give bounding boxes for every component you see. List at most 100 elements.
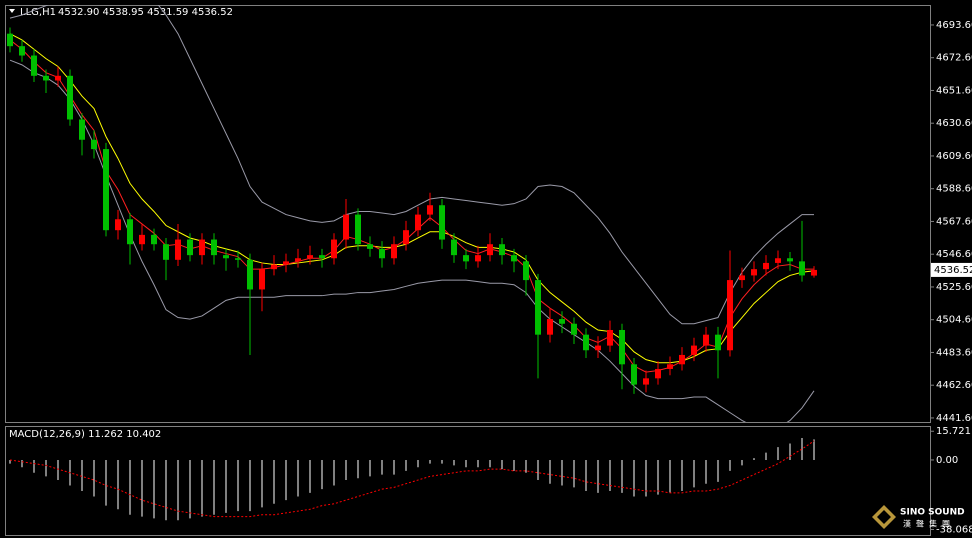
candle-body [115,219,121,231]
candle-body [451,239,457,256]
y-tick-label: 4483.60 [936,347,972,358]
y-tick-label: 4609.60 [936,151,972,162]
candle-body [535,280,541,335]
candle-body [703,334,709,346]
candle-body [595,345,601,351]
y-tick-label: 15.721 [936,426,971,437]
candle-body [331,239,337,259]
candle-body [667,364,673,369]
symbol-title: LLG,H1 [20,7,56,18]
y-tick-label: 4441.60 [936,413,972,424]
candle-body [319,255,325,259]
candle-body [475,255,481,262]
y-tick-label: 4693.60 [936,20,972,31]
candle-body [571,323,577,335]
candle-body [163,244,169,260]
candle-body [439,205,445,240]
candle-body [787,258,793,262]
candle-body [691,345,697,355]
candle-body [511,255,517,262]
candle-body [211,239,217,256]
candle-body [175,239,181,260]
ohlc-label: 4532.90 4538.95 4531.59 4536.52 [58,7,233,18]
candle-body [643,378,649,385]
candle-body [151,234,157,245]
candle-body [127,219,133,245]
candle-body [283,261,289,265]
candle-body [295,258,301,262]
y-tick-label: 4651.60 [936,85,972,96]
candle-body [487,244,493,256]
candle-body [19,46,25,56]
y-tick-label: 4588.60 [936,184,972,195]
y-tick-label: 4546.60 [936,249,972,260]
candle-body [583,334,589,351]
y-tick-label: 4504.60 [936,315,972,326]
candle-body [355,214,361,245]
candle-body [775,258,781,263]
candle-body [139,234,145,245]
brand: SINO SOUND [900,508,965,518]
candle-body [391,244,397,259]
candle-body [271,264,277,270]
candle-body [79,119,85,140]
menu-arrow [9,9,15,13]
candle-body [235,258,241,260]
candle-body [343,214,349,240]
brand-chinese: 漢聲集團 [903,519,955,529]
candle-body [727,280,733,351]
candle-body [55,75,61,81]
indicator-line [9,59,815,422]
candle-body [247,259,253,290]
candle-body [655,368,661,379]
candle-body [547,319,553,335]
candle-body [103,149,109,231]
candle-body [715,334,721,351]
main-plot [7,5,817,422]
indicator-line [9,5,814,325]
candle-body [403,230,409,245]
candle-body [751,269,757,276]
candle-body [607,329,613,346]
candle-body [463,255,469,262]
candle-body [799,261,805,276]
candle-body [223,255,229,259]
y-tick-label: 4525.60 [936,282,972,293]
y-tick-label: 4567.60 [936,216,972,227]
y-tick-label: 4672.60 [936,53,972,64]
candle-body [67,75,73,120]
candle-body [427,205,433,215]
macd-plot [9,438,815,521]
candle-body [187,239,193,256]
watermark: SINO SOUND 漢聲集團 [872,505,965,529]
candle-body [7,33,13,47]
candle-body [367,244,373,249]
main-frame [5,5,931,423]
logo-inner [877,510,891,524]
candle-body [499,244,505,256]
candle-body [619,329,625,365]
macd-frame [5,426,931,536]
last-price-box [931,262,972,277]
candle-body [763,262,769,270]
signal-line [9,440,815,518]
last-price-label: 4536.52 [934,265,972,276]
y-tick-label: 0.00 [936,455,958,466]
candle-body [31,55,37,76]
axis: 4693.60 4672.60 4651.60 4630.60 4609.60 4588.… [930,20,972,535]
y-tick-label: 4462.60 [936,380,972,391]
candle-body [559,319,565,324]
candle-body [523,261,529,281]
candle-body [259,269,265,290]
y-tick-label: -38.068 [936,524,972,535]
candle-body [199,239,205,256]
candle-body [91,139,97,150]
candle-body [379,248,385,259]
candle-body [307,255,313,259]
y-tick-label: 4630.60 [936,118,972,129]
candle-body [43,75,49,81]
candle-body [811,269,817,276]
macd-title: MACD(12,26,9) 11.262 10.402 [9,429,161,440]
candle-body [415,214,421,231]
